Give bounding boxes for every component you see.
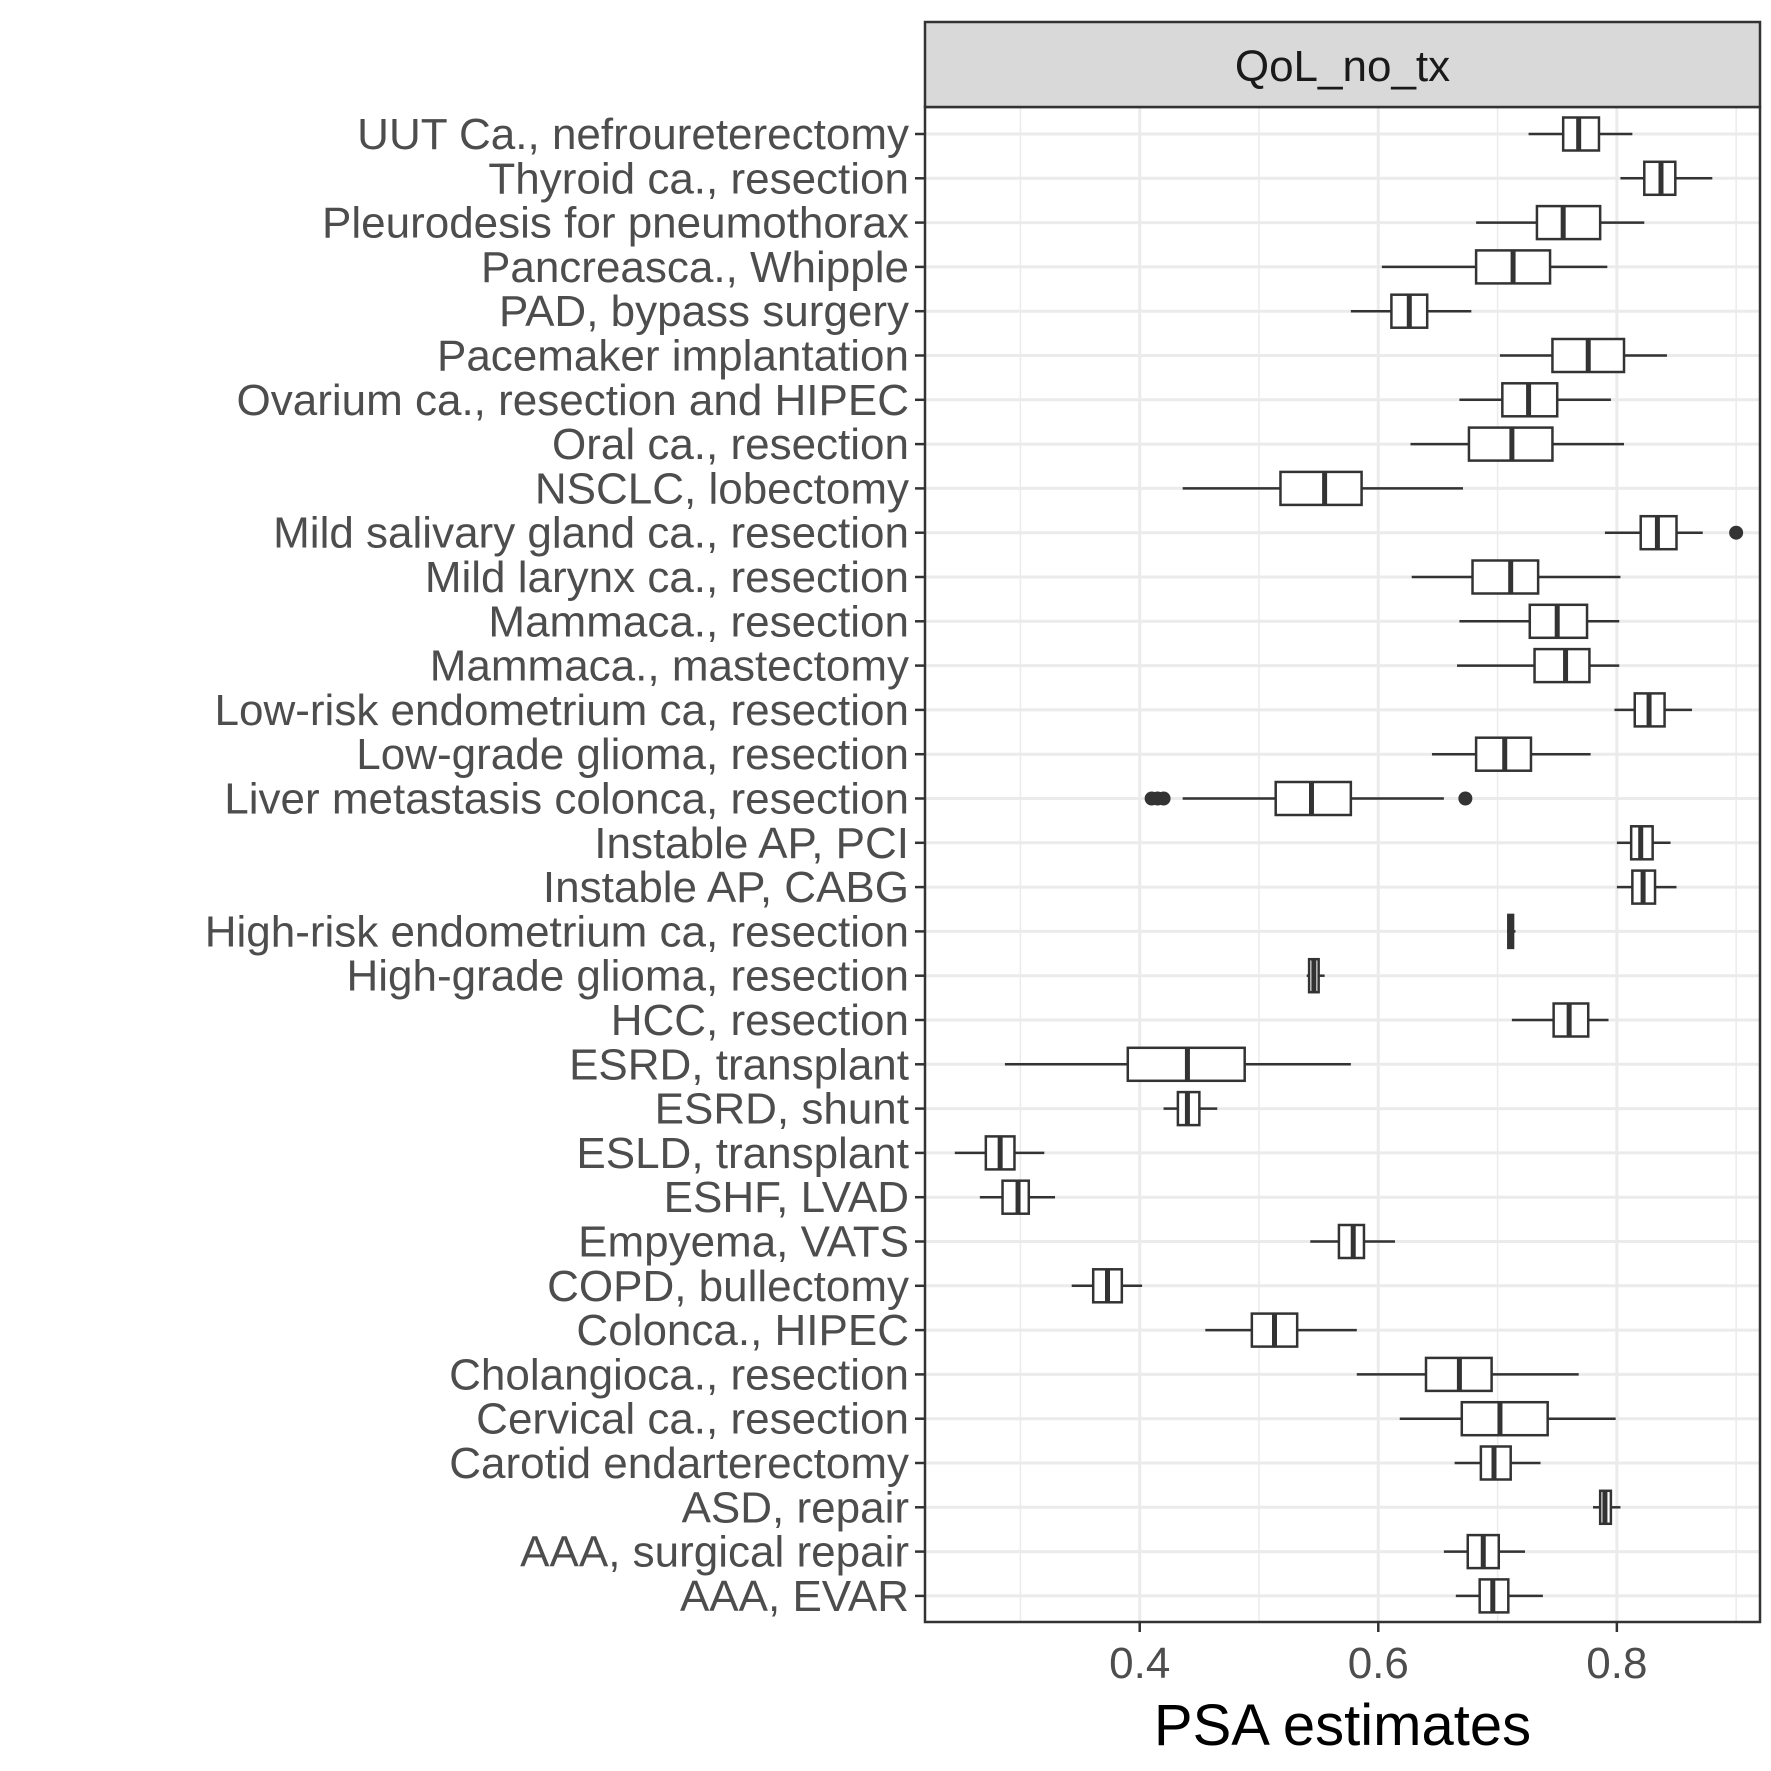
y-tick-label: PAD, bypass surgery	[499, 287, 909, 336]
y-tick-label: Mild larynx ca., resection	[425, 553, 909, 602]
box-iqr	[1279, 470, 1363, 507]
x-tick-label: 0.4	[1109, 1639, 1170, 1688]
y-tick-label: Instable AP, CABG	[543, 863, 909, 912]
boxplot-4	[1381, 249, 1608, 285]
x-axis: 0.4 0.6 0.8	[1109, 1622, 1647, 1688]
boxplot-13	[1457, 647, 1620, 684]
boxplot-7	[1459, 382, 1611, 418]
y-tick-label: Ovarium ca., resection and HIPEC	[237, 376, 909, 425]
y-tick-label: High-grade glioma, resection	[346, 952, 909, 1001]
boxplot-16	[1144, 780, 1473, 817]
x-tick-label: 0.6	[1348, 1639, 1409, 1688]
y-tick-label: Pleurodesis for pneumothorax	[322, 199, 909, 248]
boxplot-8	[1410, 426, 1625, 462]
y-tick-label: Instable AP, PCI	[594, 819, 909, 868]
boxplot-20	[1306, 957, 1325, 994]
box-iqr	[1471, 559, 1540, 595]
y-tick-label: AAA, surgical repair	[520, 1528, 909, 1577]
y-tick-label: ESRD, transplant	[569, 1040, 909, 1089]
x-tick-label: 0.8	[1586, 1639, 1647, 1688]
boxplot-32	[1593, 1489, 1621, 1526]
boxplot-28	[1205, 1312, 1357, 1348]
y-tick-label: ESLD, transplant	[576, 1129, 909, 1178]
boxplot-25	[979, 1179, 1056, 1215]
facet-strip-label: QoL_no_tx	[1235, 42, 1450, 91]
box-iqr	[1535, 204, 1602, 241]
boxplot-18	[1616, 869, 1677, 905]
boxplot-29	[1356, 1356, 1579, 1393]
boxplot-15	[1431, 736, 1591, 772]
boxplot-23	[1163, 1090, 1218, 1127]
box-iqr	[1533, 647, 1591, 684]
boxplot-26	[1310, 1223, 1395, 1260]
y-tick-label: Mammaca., resection	[488, 597, 909, 646]
y-tick-label: Cervical ca., resection	[476, 1395, 909, 1444]
y-tick-label: NSCLC, lobectomy	[535, 464, 909, 513]
outlier-point	[1729, 525, 1744, 540]
y-tick-label: ESRD, shunt	[655, 1085, 909, 1134]
y-tick-label: High-risk endometrium ca, resection	[205, 907, 909, 956]
boxplot-6	[1499, 337, 1667, 374]
y-tick-label: Low-risk endometrium ca, resection	[215, 686, 909, 735]
y-tick-label: HCC, resection	[611, 996, 909, 1045]
boxplot-21	[1511, 1002, 1609, 1038]
y-tick-label: Carotid endarterectomy	[449, 1439, 909, 1488]
boxplot-24	[954, 1135, 1045, 1171]
y-tick-label: Low-grade glioma, resection	[356, 730, 909, 779]
boxplot-2	[1620, 160, 1713, 197]
box-iqr	[1460, 1400, 1549, 1437]
boxplot-17	[1616, 825, 1671, 861]
y-tick-label: Pancreasca., Whipple	[481, 243, 909, 292]
y-tick-label: Thyroid ca., resection	[488, 154, 909, 203]
boxplot-33	[1443, 1533, 1526, 1570]
y-tick-label: Mammaca., mastectomy	[430, 642, 909, 691]
y-tick-label: Colonca., HIPEC	[576, 1306, 909, 1355]
boxplot-30	[1399, 1400, 1616, 1437]
boxplot-27	[1071, 1268, 1143, 1304]
y-tick-label: ASD, repair	[682, 1483, 909, 1532]
outlier-point	[1458, 791, 1473, 806]
gridlines	[925, 107, 1760, 1622]
y-tick-label: Liver metastasis colonca, resection	[224, 775, 909, 824]
boxplot-22	[1004, 1046, 1351, 1083]
boxplot-19	[1507, 913, 1516, 950]
outlier-point	[1156, 791, 1171, 806]
y-tick-label: Mild salivary gland ca., resection	[273, 509, 909, 558]
y-tick-label: UUT Ca., nefroureterectomy	[357, 110, 909, 159]
x-axis-title: PSA estimates	[1154, 1693, 1531, 1758]
boxplot-34	[1455, 1578, 1543, 1614]
boxplot-14	[1614, 692, 1693, 728]
boxplot-12	[1459, 603, 1620, 640]
boxplot-5	[1350, 293, 1472, 329]
boxplot-9	[1182, 470, 1463, 507]
boxplot-1	[1528, 116, 1633, 152]
boxplot-11	[1411, 559, 1621, 595]
y-tick-label: Pacemaker implantation	[437, 332, 909, 381]
y-tick-label: Empyema, VATS	[578, 1218, 909, 1267]
y-tick-label: ESHF, LVAD	[664, 1173, 909, 1222]
boxes	[954, 116, 1744, 1614]
y-tick-label: Cholangioca., resection	[449, 1350, 909, 1399]
facet-strip-background	[923, 20, 1762, 109]
y-tick-label: AAA, EVAR	[680, 1572, 909, 1621]
boxplot-3	[1476, 204, 1645, 241]
facet-strip: QoL_no_tx	[923, 20, 1762, 109]
boxplot-31	[1454, 1445, 1541, 1481]
boxplot-10	[1604, 514, 1744, 551]
y-tick-label: COPD, bullectomy	[547, 1262, 909, 1311]
y-tick-label: Oral ca., resection	[552, 420, 909, 469]
